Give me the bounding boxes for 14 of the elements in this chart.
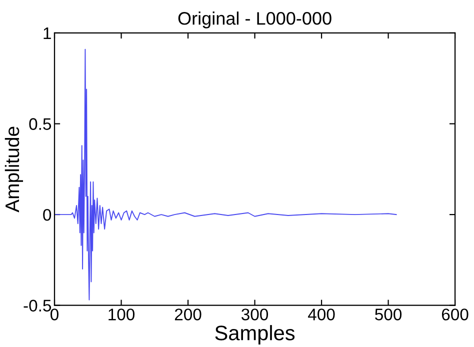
- line-series: [54, 48, 397, 300]
- y-tick-label: -0.5: [24, 300, 52, 312]
- y-axis-title: Amplitude: [4, 126, 24, 212]
- y-tick-label: 0.5: [29, 118, 52, 130]
- chart-title: Original - L000-000: [178, 12, 332, 28]
- x-tick-label: 400: [308, 308, 335, 320]
- x-tick-label: 100: [108, 308, 135, 320]
- x-tick-label: 200: [174, 308, 202, 320]
- x-tick-label: 500: [375, 308, 402, 320]
- y-tick-label: 1: [44, 28, 51, 40]
- x-tick-label: 600: [442, 308, 468, 320]
- y-tick-label: 0: [43, 208, 52, 221]
- x-axis-title: Samples: [215, 325, 295, 344]
- x-tick-label: 300: [242, 308, 268, 320]
